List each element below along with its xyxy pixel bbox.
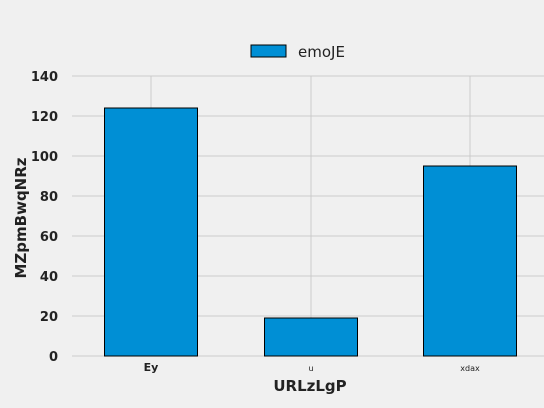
y-tick-label: 120	[31, 110, 58, 125]
legend-swatch	[250, 44, 287, 58]
x-axis-label: URLzLgP	[273, 377, 346, 395]
legend-label: emoJE	[298, 43, 345, 61]
y-tick-label: 140	[31, 70, 58, 85]
bar-u	[264, 317, 358, 357]
y-tick-label: 60	[40, 230, 58, 245]
y-tick-label: 20	[40, 310, 58, 325]
bar-Ey	[104, 107, 198, 357]
y-axis-ticks: 0 20 40 60 80 100 120 140	[31, 70, 58, 365]
y-tick-label: 0	[49, 350, 58, 365]
y-tick-label: 100	[31, 150, 58, 165]
x-axis-ticks: Ey u xdax	[144, 361, 480, 374]
bar-xdax	[423, 165, 517, 357]
legend: emoJE	[250, 43, 345, 61]
x-tick-label: xdax	[460, 364, 480, 373]
y-tick-label: 80	[40, 190, 58, 205]
bars	[104, 107, 517, 357]
y-axis-label: MZpmBwqNRz	[12, 157, 30, 278]
y-tick-label: 40	[40, 270, 58, 285]
x-tick-label: Ey	[144, 361, 159, 374]
x-tick-label: u	[308, 364, 313, 373]
